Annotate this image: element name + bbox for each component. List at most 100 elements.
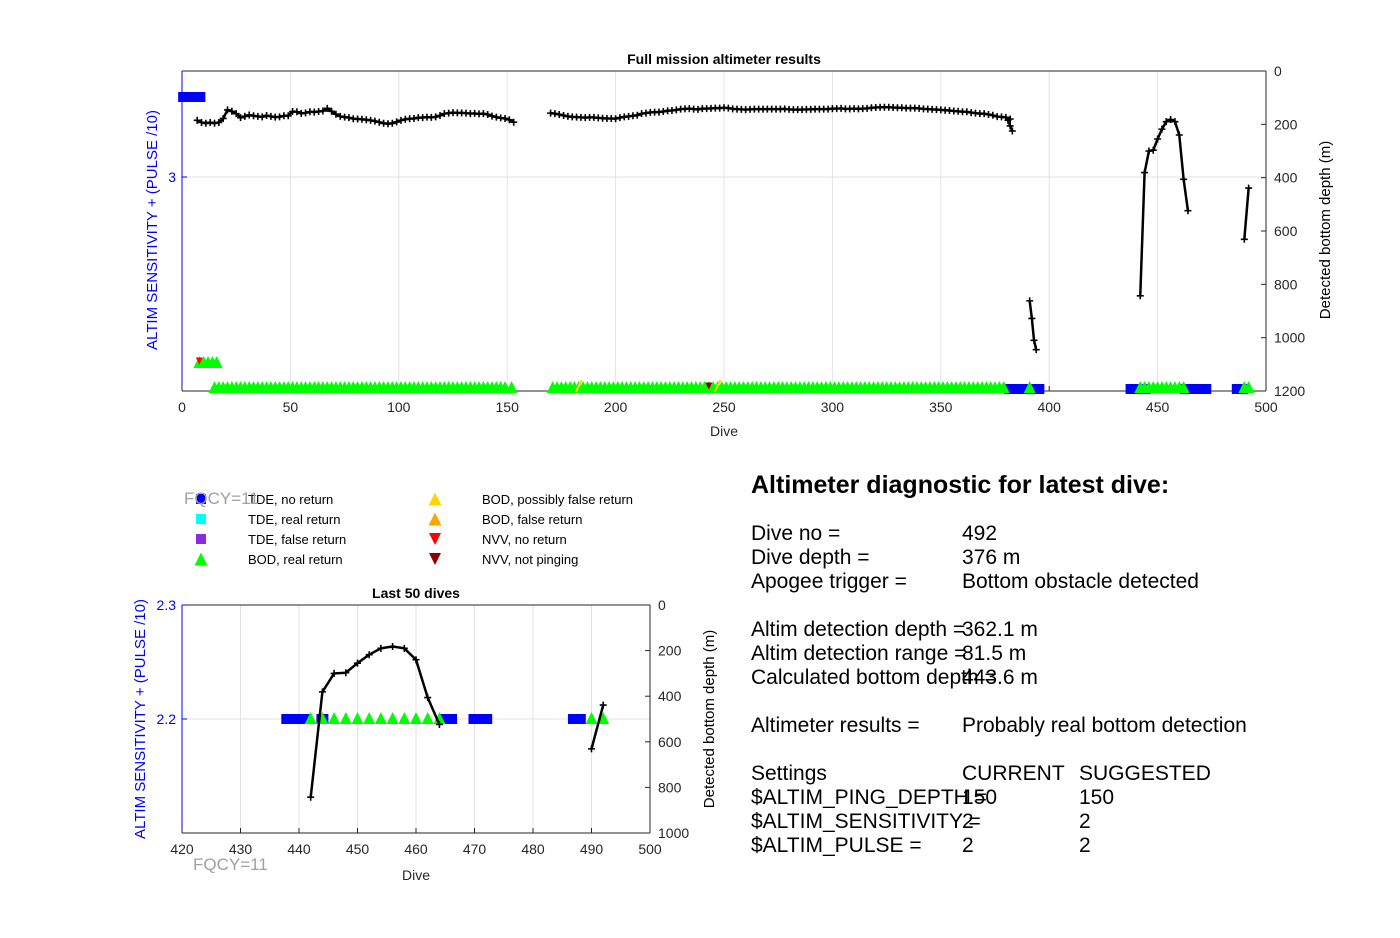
depth-point — [224, 106, 232, 114]
bod-real-return-marker — [304, 712, 317, 724]
depth-point — [293, 108, 301, 116]
depth-point — [393, 118, 401, 126]
legend-marker-triangle-up — [428, 492, 442, 506]
diagnostic-title: Altimeter diagnostic for latest dive: — [751, 471, 1169, 499]
tde-no-return-marker — [1017, 384, 1030, 394]
left-tick-label: 2.2 — [157, 711, 177, 727]
diagnostic-row-label: Dive depth = — [751, 546, 870, 569]
nvv-marker — [195, 357, 203, 365]
diagnostic-row-label: Dive no = — [751, 522, 840, 545]
diagnostic-row-value: 362.1 m — [962, 618, 1038, 641]
legend-label: BOD, false return — [482, 512, 582, 527]
depth-point — [633, 111, 641, 119]
legend-marker-square — [196, 494, 206, 504]
depth-point — [319, 107, 327, 115]
depth-point — [400, 644, 408, 652]
legend-marker-triangle-up — [194, 552, 208, 566]
x-tick-label: 500 — [1254, 399, 1278, 415]
right-tick-label: 600 — [658, 734, 682, 750]
tde-no-return-marker — [445, 714, 458, 724]
last50-depth-lines — [307, 642, 607, 801]
depth-point — [1171, 118, 1179, 126]
x-tick-label: 100 — [387, 399, 411, 415]
bod-real-return-marker — [363, 712, 376, 724]
depth-point — [377, 644, 385, 652]
last50-markers — [281, 712, 610, 724]
setting-current: 2 — [962, 834, 974, 857]
x-tick-label: 450 — [346, 841, 370, 857]
legend: TDE, no return TDE, real return TDE, false… — [194, 492, 633, 567]
setting-label: $ALTIM_PING_DEPTH = — [751, 786, 987, 809]
bod-real-return-marker — [433, 712, 446, 724]
x-tick-label: 490 — [580, 841, 604, 857]
diagnostic-row-value: 376 m — [962, 546, 1020, 569]
fqcy-label-top: FQCY=11 — [184, 489, 259, 508]
x-tick-label: 450 — [1146, 399, 1170, 415]
depth-line — [309, 645, 441, 798]
last50-right-axis-label: Detected bottom depth (m) — [701, 630, 718, 808]
bod-real-return-marker — [1242, 381, 1255, 393]
legend-label: NVV, not pinging — [482, 552, 578, 567]
diagnostic-row-label: Altim detection range = — [751, 642, 966, 665]
depth-point — [302, 109, 310, 117]
right-tick-label: 0 — [1274, 63, 1282, 79]
diagnostic-row-label: Calculated bottom depth = — [751, 666, 997, 689]
depth-point — [1028, 314, 1036, 322]
depth-point — [492, 113, 500, 121]
right-tick-label: 800 — [658, 779, 682, 795]
full-mission-chart: Full mission altimeter results Dive ALTI… — [144, 51, 1334, 439]
depth-point — [202, 119, 210, 127]
tde-no-return-marker — [193, 92, 206, 102]
diagnostic-row-value: 492 — [962, 522, 997, 545]
bod-real-return-marker — [328, 712, 341, 724]
last50-chart-title: Last 50 dives — [372, 585, 460, 601]
depth-point — [1162, 118, 1170, 126]
right-tick-label: 1000 — [1274, 330, 1305, 346]
legend-label: NVV, no return — [482, 532, 567, 547]
depth-point — [354, 659, 361, 667]
depth-point — [1136, 292, 1144, 300]
right-tick-label: 400 — [1274, 170, 1298, 186]
bod-real-return-marker — [374, 712, 387, 724]
depth-line — [1028, 300, 1038, 350]
x-tick-label: 480 — [521, 841, 545, 857]
depth-point — [276, 113, 284, 121]
fqcy-label-bottom: FQCY=11 — [193, 855, 268, 874]
depth-point — [488, 112, 496, 120]
depth-point — [555, 110, 563, 118]
x-tick-label: 420 — [170, 841, 194, 857]
depth-point — [616, 114, 624, 122]
diagnostic-row-label: Apogee trigger = — [751, 570, 907, 593]
diagnostic-row-value: Probably real bottom detection — [962, 714, 1247, 737]
x-tick-label: 250 — [712, 399, 736, 415]
setting-current: 150 — [962, 786, 997, 809]
legend-marker-triangle-down — [429, 553, 441, 565]
depth-point — [232, 110, 240, 118]
diagnostic-row-value: 81.5 m — [962, 642, 1026, 665]
x-tick-label: 470 — [463, 841, 487, 857]
tde-no-return-marker — [1032, 384, 1045, 394]
x-tick-label: 440 — [287, 841, 311, 857]
tde-no-return-marker — [573, 714, 586, 724]
depth-point — [1032, 346, 1040, 354]
x-tick-label: 460 — [404, 841, 428, 857]
depth-point — [1006, 122, 1014, 130]
setting-label: $ALTIM_SENSITIVITY = — [751, 810, 981, 833]
depth-point — [1245, 184, 1253, 192]
x-tick-label: 200 — [604, 399, 628, 415]
settings-header-suggested: SUGGESTED — [1079, 762, 1211, 785]
x-tick-label: 350 — [929, 399, 953, 415]
legend-marker-triangle-up — [428, 512, 442, 526]
depth-point — [1184, 207, 1192, 215]
depth-point — [323, 104, 331, 112]
depth-point — [328, 107, 336, 115]
depth-point — [484, 110, 492, 118]
nvv-marker — [705, 382, 713, 390]
x-tick-label: 50 — [283, 399, 299, 415]
bod-real-return-marker — [339, 712, 352, 724]
depth-point — [211, 119, 219, 127]
full-chart-title: Full mission altimeter results — [627, 51, 821, 67]
depth-line — [1139, 118, 1190, 296]
depth-point — [215, 118, 223, 126]
